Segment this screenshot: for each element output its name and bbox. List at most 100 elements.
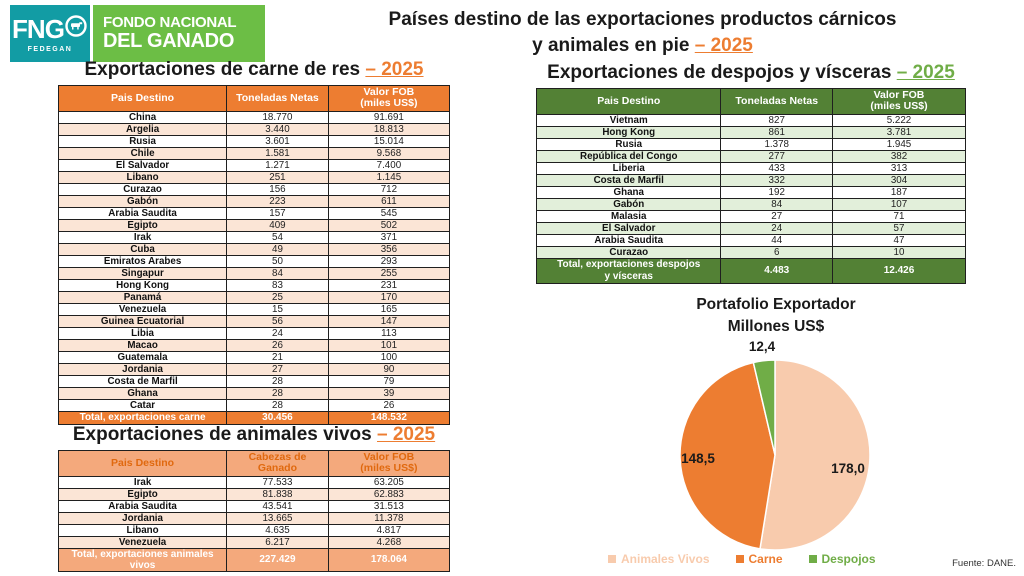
- pie-slice-animales-vivos: [759, 359, 871, 551]
- value-cell: 9.568: [327, 146, 451, 160]
- table-row: Vietnam 827 5.222: [535, 113, 966, 127]
- value-cell: 18.813: [327, 122, 451, 136]
- table-row: Emiratos Arabes 50 293: [57, 254, 451, 268]
- total-toneladas: 30.456: [226, 410, 329, 425]
- table-row: Singapur 84 255: [57, 266, 451, 280]
- country-cell: Ghana: [535, 185, 722, 199]
- country-cell: Jordania: [57, 511, 228, 525]
- value-cell: 1.378: [720, 137, 833, 151]
- total-label: Total, exportaciones carne: [57, 410, 228, 425]
- country-cell: Arabia Saudita: [57, 499, 228, 513]
- value-cell: 77.533: [226, 475, 329, 489]
- pie-svg: [679, 359, 871, 551]
- legend-marker-carne: [735, 555, 744, 563]
- despojos-table: Pais Destino Toneladas Netas Valor FOB (…: [535, 87, 966, 284]
- legend-label: Despojos: [821, 552, 876, 566]
- legend-label: Animales Vivos: [621, 552, 710, 566]
- logo-name-line1: FONDO NACIONAL: [103, 14, 237, 32]
- value-cell: 63.205: [327, 475, 451, 489]
- country-cell: Libano: [57, 170, 228, 184]
- value-cell: 255: [327, 266, 451, 280]
- country-cell: Guinea Ecuatorial: [57, 314, 228, 328]
- vivos-header-row: Pais Destino Cabezas de Ganado Valor FOB…: [57, 449, 451, 477]
- value-cell: 6: [720, 245, 833, 259]
- country-cell: Liberia: [535, 161, 722, 175]
- table-row: Panamá 25 170: [57, 290, 451, 304]
- country-cell: Jordania: [57, 362, 228, 376]
- table-row: Arabia Saudita 157 545: [57, 206, 451, 220]
- table-row: Rusia 3.601 15.014: [57, 134, 451, 148]
- vivos-heading: Exportaciones de animales vivos – 2025: [72, 424, 436, 445]
- legend-item-animales-vivos: Animales Vivos: [608, 552, 710, 566]
- value-cell: 356: [327, 242, 451, 256]
- value-cell: 231: [327, 278, 451, 292]
- col-header-pais: Pais Destino: [57, 449, 228, 477]
- carne-table: Pais Destino Toneladas Netas Valor FOB (…: [57, 84, 451, 425]
- country-cell: Guatemala: [57, 350, 228, 364]
- fng-logo-text: FNG: [12, 13, 65, 44]
- table-row: Arabia Saudita 44 47: [535, 233, 966, 247]
- value-cell: 611: [327, 194, 451, 208]
- fedegan-label: FEDEGAN: [27, 46, 73, 53]
- fng-logo-mark: FNG FEDEGAN: [10, 5, 90, 62]
- table-row: Arabia Saudita 43.541 31.513: [57, 499, 451, 513]
- value-cell: 156: [226, 182, 329, 196]
- value-cell: 1.145: [327, 170, 451, 184]
- value-cell: 107: [832, 197, 966, 211]
- value-cell: 382: [832, 149, 966, 163]
- value-cell: 90: [327, 362, 451, 376]
- table-row: Curazao 156 712: [57, 182, 451, 196]
- country-cell: República del Congo: [535, 149, 722, 163]
- table-row: Jordania 13.665 11.378: [57, 511, 451, 525]
- table-row: Costa de Marfil 28 79: [57, 374, 451, 388]
- col-header-cabezas: Cabezas de Ganado: [226, 449, 329, 477]
- country-cell: Egipto: [57, 218, 228, 232]
- table-row: Venezuela 6.217 4.268: [57, 535, 451, 549]
- legend-item-despojos: Despojos: [808, 552, 876, 566]
- page-title-year: – 2025: [694, 34, 753, 56]
- despojos-heading-year: – 2025: [896, 62, 955, 83]
- country-cell: Arabia Saudita: [535, 233, 722, 247]
- value-cell: 4.268: [327, 535, 451, 549]
- vivos-heading-year: – 2025: [377, 424, 436, 445]
- value-cell: 1.581: [226, 146, 329, 160]
- value-cell: 21: [226, 350, 329, 364]
- despojos-heading: Exportaciones de despojos y vísceras – 2…: [547, 62, 955, 83]
- value-cell: 44: [720, 233, 833, 247]
- value-cell: 49: [226, 242, 329, 256]
- country-cell: Ghana: [57, 386, 228, 400]
- section-carne: Exportaciones de carne de res – 2025 Pai…: [57, 59, 451, 425]
- table-row: Cuba 49 356: [57, 242, 451, 256]
- value-cell: 313: [832, 161, 966, 175]
- value-cell: 13.665: [226, 511, 329, 525]
- legend-item-carne: Carne: [735, 552, 783, 566]
- country-cell: Cuba: [57, 242, 228, 256]
- value-cell: 28: [226, 398, 329, 412]
- value-cell: 56: [226, 314, 329, 328]
- logo-name-line2: DEL GANADO: [103, 29, 235, 52]
- table-row: Catar 28 26: [57, 398, 451, 412]
- country-cell: Malasia: [535, 209, 722, 223]
- table-row: Irak 77.533 63.205: [57, 475, 451, 489]
- value-cell: 43.541: [226, 499, 329, 513]
- value-cell: 304: [832, 173, 966, 187]
- country-cell: Emiratos Arabes: [57, 254, 228, 268]
- table-row: Gabón 84 107: [535, 197, 966, 211]
- country-cell: Macao: [57, 338, 228, 352]
- value-cell: 24: [226, 326, 329, 340]
- total-valor: 178.064: [327, 547, 451, 572]
- country-cell: Arabia Saudita: [57, 206, 228, 220]
- cow-circle-icon: [64, 14, 88, 43]
- table-row: Egipto 81.838 62.883: [57, 487, 451, 501]
- value-cell: 827: [720, 113, 833, 127]
- value-cell: 84: [720, 197, 833, 211]
- country-cell: Vietnam: [535, 113, 722, 127]
- carne-heading-year: – 2025: [365, 59, 424, 80]
- value-cell: 83: [226, 278, 329, 292]
- fng-logo: FNG FEDEGAN FONDO NACIONAL: [10, 5, 265, 62]
- value-cell: 147: [327, 314, 451, 328]
- value-cell: 251: [226, 170, 329, 184]
- table-row: El Salvador 24 57: [535, 221, 966, 235]
- pie-chart-title: Portafolio Exportador Millones US$: [640, 294, 912, 339]
- table-row: Hong Kong 861 3.781: [535, 125, 966, 139]
